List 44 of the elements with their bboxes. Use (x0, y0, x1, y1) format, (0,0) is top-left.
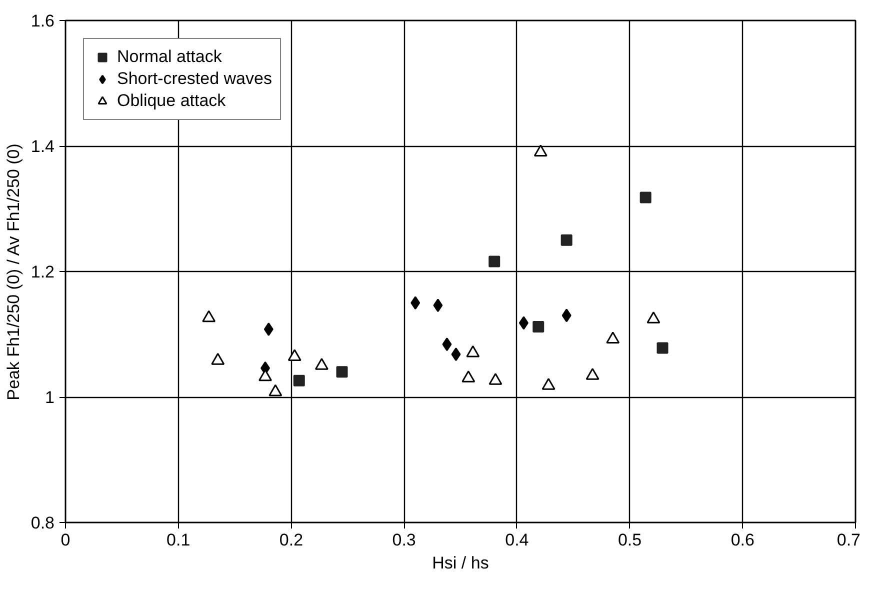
legend-label: Oblique attack (117, 91, 226, 111)
point (586, 368, 600, 380)
y-axis-title: Peak Fh1/250 (0) / Av Fh1/250 (0) (4, 144, 23, 400)
point (433, 298, 443, 312)
point (202, 310, 216, 322)
x-axis-title: Hsi / hs (432, 554, 489, 572)
point (466, 345, 480, 358)
point (268, 384, 282, 396)
point (288, 349, 302, 362)
x-tick-label: 0.4 (505, 530, 529, 550)
point (410, 296, 420, 310)
point (560, 234, 572, 246)
point (314, 358, 328, 370)
y-tick-label: 1 (45, 388, 55, 407)
point (442, 338, 452, 352)
x-tick-label: 0.2 (279, 530, 304, 550)
point (336, 366, 348, 378)
point (293, 374, 305, 386)
point (462, 370, 476, 382)
x-tick-label: 0.5 (618, 530, 642, 550)
y-tick-label: 1.6 (30, 12, 55, 30)
point (518, 316, 528, 330)
legend-label: Short-crested waves (117, 69, 272, 89)
point (606, 332, 620, 344)
point (640, 192, 652, 204)
point (542, 378, 556, 390)
y-tick-label: 1.4 (30, 137, 55, 156)
x-tick-label: 0.1 (166, 530, 190, 550)
y-tick-label: 1.2 (30, 262, 55, 282)
point (451, 348, 461, 362)
point (532, 320, 544, 332)
x-tick-label: 0 (60, 530, 70, 550)
legend-label: Normal attack (117, 47, 222, 67)
point (646, 312, 660, 324)
x-tick-label: 0.6 (730, 530, 754, 550)
y-tick-label: 0.8 (30, 514, 55, 532)
x-tick-label: 0.3 (392, 530, 416, 550)
point (562, 308, 572, 322)
point (211, 352, 225, 365)
point (488, 256, 500, 268)
point (488, 373, 502, 385)
x-tick-label: 0.7 (836, 530, 861, 550)
point (264, 322, 274, 336)
point (656, 342, 668, 354)
